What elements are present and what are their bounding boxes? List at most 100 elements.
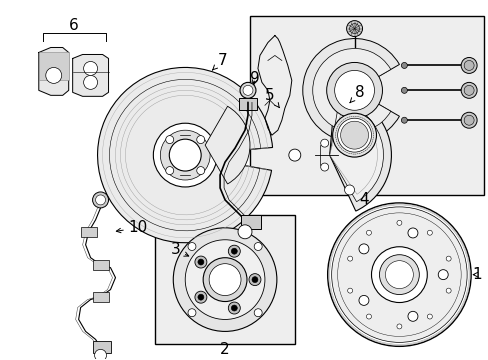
Circle shape	[334, 71, 374, 110]
Text: 5: 5	[264, 88, 279, 108]
Circle shape	[327, 203, 470, 346]
Circle shape	[83, 75, 98, 89]
Circle shape	[320, 139, 328, 147]
Circle shape	[198, 259, 203, 265]
Circle shape	[445, 256, 450, 261]
Circle shape	[342, 151, 366, 175]
Circle shape	[358, 296, 368, 305]
Circle shape	[379, 255, 419, 294]
Circle shape	[46, 67, 61, 84]
Circle shape	[347, 288, 352, 293]
Circle shape	[165, 136, 173, 144]
Circle shape	[165, 167, 173, 175]
Wedge shape	[98, 67, 272, 243]
Wedge shape	[205, 106, 249, 184]
Circle shape	[240, 82, 255, 98]
Wedge shape	[329, 94, 390, 211]
Bar	[92, 341, 110, 353]
Text: 1: 1	[471, 267, 481, 282]
Circle shape	[385, 261, 412, 289]
Text: 6: 6	[69, 18, 79, 33]
Circle shape	[231, 248, 237, 254]
Circle shape	[288, 149, 300, 161]
Bar	[241, 215, 261, 229]
Circle shape	[437, 270, 447, 280]
Circle shape	[401, 117, 407, 123]
Circle shape	[160, 130, 210, 180]
Circle shape	[349, 24, 359, 33]
Text: 2: 2	[220, 342, 229, 357]
Circle shape	[187, 309, 196, 317]
Circle shape	[195, 291, 206, 303]
Circle shape	[347, 256, 352, 261]
Circle shape	[92, 192, 108, 208]
Circle shape	[326, 62, 382, 118]
Text: 7: 7	[212, 53, 226, 70]
Circle shape	[401, 87, 407, 93]
Circle shape	[251, 276, 258, 283]
Bar	[155, 215, 294, 345]
Circle shape	[460, 112, 476, 128]
Circle shape	[198, 294, 203, 300]
Circle shape	[407, 311, 417, 321]
Circle shape	[254, 243, 262, 251]
Circle shape	[83, 62, 98, 75]
Circle shape	[460, 82, 476, 98]
Bar	[92, 260, 108, 270]
Circle shape	[243, 85, 252, 95]
Bar	[239, 98, 256, 110]
Circle shape	[366, 314, 371, 319]
Circle shape	[460, 58, 476, 73]
Circle shape	[195, 256, 206, 268]
Circle shape	[463, 85, 473, 95]
Circle shape	[173, 228, 276, 332]
Circle shape	[331, 207, 466, 342]
Circle shape	[203, 258, 246, 302]
Circle shape	[228, 302, 240, 314]
Circle shape	[366, 230, 371, 235]
Circle shape	[185, 240, 264, 319]
Text: 10: 10	[116, 220, 148, 235]
Wedge shape	[312, 49, 390, 132]
Circle shape	[427, 314, 431, 319]
Bar	[39, 53, 68, 80]
Circle shape	[396, 324, 401, 329]
Circle shape	[371, 247, 427, 302]
Circle shape	[320, 163, 328, 171]
Circle shape	[340, 121, 368, 149]
Circle shape	[463, 60, 473, 71]
Circle shape	[209, 264, 241, 296]
Circle shape	[169, 139, 201, 171]
Circle shape	[238, 225, 251, 239]
Circle shape	[94, 349, 106, 360]
Circle shape	[228, 245, 240, 257]
Circle shape	[153, 123, 217, 187]
Circle shape	[248, 274, 261, 285]
Polygon shape	[39, 48, 68, 95]
Wedge shape	[329, 102, 383, 202]
Circle shape	[196, 167, 204, 175]
Circle shape	[332, 113, 376, 157]
Bar	[81, 227, 96, 237]
Text: 8: 8	[349, 85, 364, 103]
Circle shape	[344, 185, 354, 195]
Text: 9: 9	[249, 71, 259, 86]
Circle shape	[337, 118, 371, 152]
Circle shape	[231, 305, 237, 311]
Circle shape	[95, 195, 105, 205]
Polygon shape	[73, 54, 108, 96]
Circle shape	[254, 309, 262, 317]
Circle shape	[346, 21, 362, 37]
Circle shape	[407, 228, 417, 238]
Circle shape	[401, 62, 407, 68]
Circle shape	[396, 220, 401, 225]
Circle shape	[463, 115, 473, 125]
Circle shape	[445, 288, 450, 293]
Bar	[92, 292, 108, 302]
Text: 4: 4	[359, 193, 368, 207]
Bar	[249, 15, 483, 195]
Text: 3: 3	[170, 242, 188, 257]
Wedge shape	[302, 39, 399, 142]
Circle shape	[187, 243, 196, 251]
Circle shape	[196, 136, 204, 144]
